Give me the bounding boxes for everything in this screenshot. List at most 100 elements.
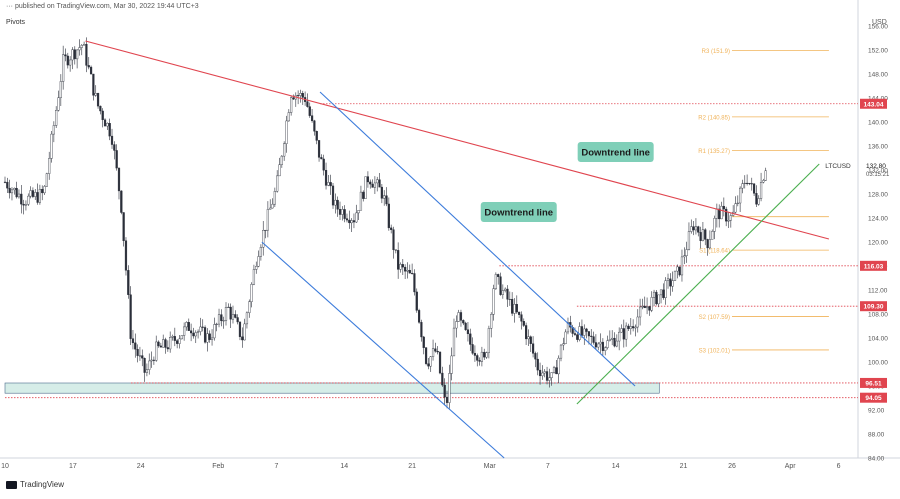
candle-body <box>583 328 586 336</box>
candle-body <box>401 264 404 268</box>
candle-body <box>196 331 200 333</box>
footer-brand[interactable]: TradingView <box>6 480 64 489</box>
candle-body <box>555 367 558 375</box>
candle-body <box>636 316 639 328</box>
candle-body <box>210 337 214 340</box>
candle-body <box>224 307 228 321</box>
candle-body <box>59 81 62 98</box>
candle-body <box>650 297 653 311</box>
candle-body <box>520 314 523 322</box>
candle-body <box>124 240 128 271</box>
x-tick-label: 24 <box>137 463 145 470</box>
candle-body <box>655 291 658 305</box>
candle-body <box>122 212 125 241</box>
candle-body <box>513 304 516 314</box>
candle-body <box>464 322 467 330</box>
candle-body <box>145 369 149 373</box>
candle-body <box>620 328 623 333</box>
candle-body <box>252 269 256 285</box>
candle-body <box>408 270 411 274</box>
candle-body <box>387 203 390 229</box>
candle-body <box>290 97 293 113</box>
candle-body <box>755 193 758 205</box>
candle-body <box>306 101 309 107</box>
candle-body <box>322 158 325 171</box>
candle-body <box>273 191 276 205</box>
candle-body <box>376 179 379 184</box>
candle-body <box>406 270 409 272</box>
candle-body <box>94 93 97 96</box>
candle-body <box>78 47 81 51</box>
candle-body <box>13 187 16 191</box>
candle-body <box>452 327 456 357</box>
candle-body <box>185 322 188 328</box>
candle-body <box>599 341 602 345</box>
candle-body <box>315 131 318 141</box>
candle-body <box>420 322 423 338</box>
annotation-box <box>480 202 557 222</box>
candle-body <box>538 369 542 377</box>
candle-body <box>190 330 193 334</box>
candle-body <box>345 218 349 221</box>
candle-body <box>350 220 353 224</box>
candle-body <box>341 209 344 215</box>
candle-body <box>187 322 190 331</box>
x-tick-label: 17 <box>69 463 77 470</box>
candle-body <box>348 219 351 224</box>
candle-body <box>476 355 479 361</box>
candle-body <box>469 333 472 345</box>
candle-body <box>69 59 72 66</box>
candle-body <box>587 331 591 337</box>
candle-body <box>366 176 370 183</box>
candle-body <box>243 323 246 341</box>
candle-body <box>336 199 339 210</box>
candle-body <box>99 105 102 112</box>
candle-body <box>552 367 556 373</box>
x-tick-label: Apr <box>785 463 797 470</box>
publish-header: ··· published on TradingView.com, Mar 30… <box>6 3 199 10</box>
candle-body <box>664 280 667 298</box>
candle-body <box>38 189 41 203</box>
candle-body <box>85 44 88 66</box>
candle-body <box>445 396 449 403</box>
candle-body <box>101 110 104 121</box>
currency-label: USD <box>872 19 887 26</box>
x-tick-label: 21 <box>408 463 416 470</box>
candle-body <box>706 239 709 249</box>
candle-body <box>176 340 179 344</box>
candle-body <box>722 205 725 210</box>
pivot-label: R2 (140.85) <box>698 115 730 121</box>
candle-body <box>671 280 674 287</box>
candle-body <box>562 343 565 346</box>
candle-body <box>701 229 705 241</box>
candle-body <box>45 173 48 187</box>
candle-body <box>73 49 76 60</box>
candle-body <box>608 339 611 341</box>
candle-body <box>511 298 514 314</box>
candle-body <box>292 97 295 100</box>
candle-body <box>494 274 497 289</box>
candle-body <box>194 332 197 337</box>
candle-body <box>89 66 93 75</box>
candle-body <box>687 231 691 250</box>
candle-body <box>152 359 155 361</box>
candle-body <box>166 347 169 350</box>
candle-body <box>3 181 7 183</box>
y-tick-label: 84.00 <box>868 456 885 463</box>
candle-body <box>618 331 621 342</box>
candle-body <box>492 288 495 315</box>
candle-body <box>462 320 465 324</box>
candle-body <box>487 328 490 353</box>
y-tick-label: 148.00 <box>868 72 888 79</box>
candle-body <box>92 73 95 96</box>
candle-body <box>727 220 730 222</box>
candle-body <box>150 359 153 362</box>
candle-body <box>36 192 39 203</box>
candle-body <box>394 249 397 251</box>
candles-group <box>3 37 767 410</box>
candle-body <box>501 290 504 295</box>
candle-body <box>392 229 395 250</box>
candle-body <box>8 187 11 194</box>
